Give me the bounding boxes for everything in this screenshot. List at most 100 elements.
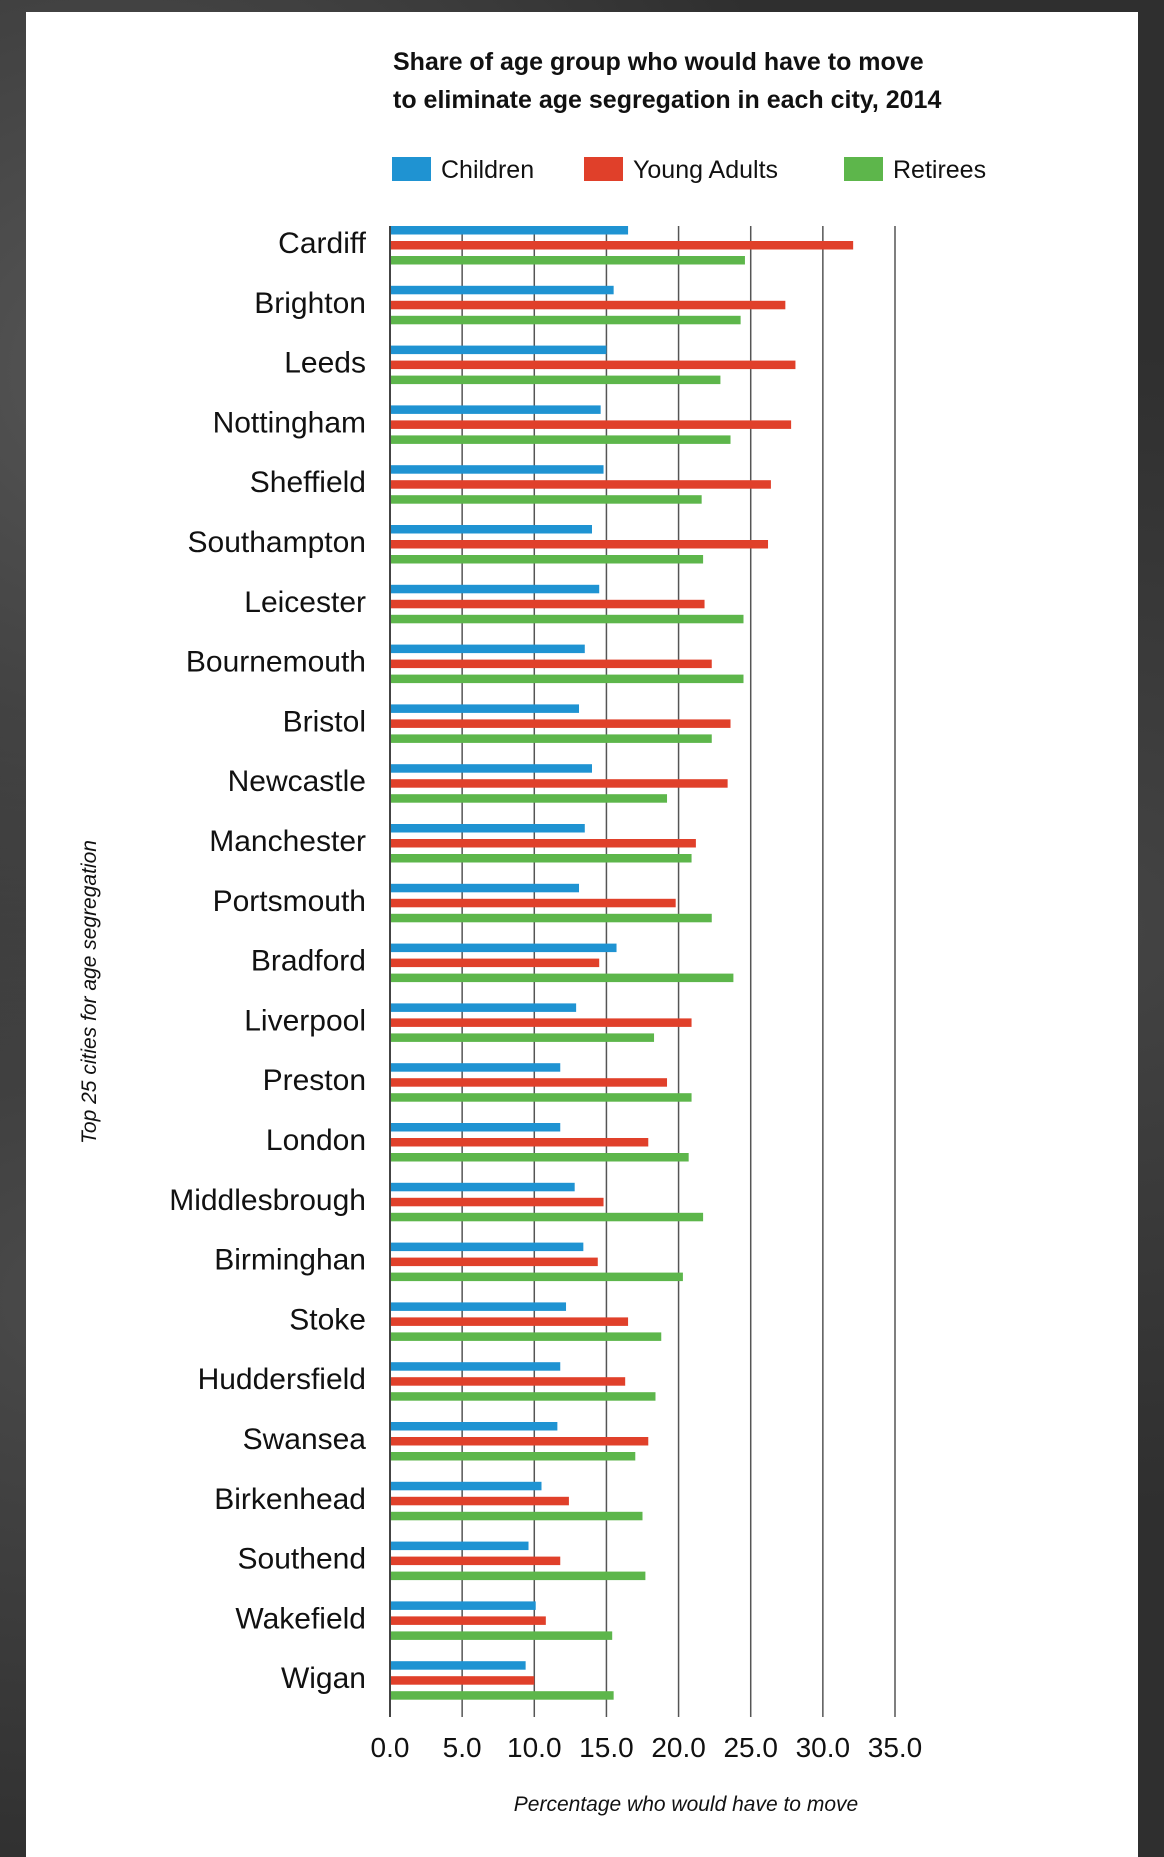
bar-brighton-young-adults	[391, 300, 786, 310]
category-label: Cardiff	[278, 227, 366, 260]
bar-swansea-retirees	[391, 1452, 636, 1461]
x-tick-label: 10.0	[507, 1732, 562, 1763]
category-label: Southend	[238, 1543, 366, 1576]
x-tick-label: 5.0	[443, 1732, 482, 1763]
bar-liverpool-children	[391, 1003, 577, 1012]
bar-bournemouth-children	[391, 644, 585, 654]
bar-southend-young-adults	[391, 1556, 561, 1566]
bar-southampton-retirees	[391, 555, 704, 564]
bar-bradford-retirees	[391, 973, 734, 983]
bar-bradford-young-adults	[391, 958, 600, 968]
bar-wigan-retirees	[391, 1691, 614, 1700]
bar-southampton-young-adults	[391, 540, 769, 549]
category-label: Wakefield	[235, 1602, 366, 1635]
category-label: Stoke	[289, 1303, 366, 1336]
category-label: Bristol	[283, 705, 366, 738]
bar-london-children	[391, 1123, 561, 1132]
bar-sheffield-retirees	[391, 495, 702, 504]
bar-birkenhead-children	[391, 1481, 542, 1491]
bars	[391, 226, 854, 1700]
bar-wakefield-retirees	[391, 1631, 613, 1640]
y-axis-title: Top 25 cities for age segregation	[78, 840, 101, 1144]
bar-preston-children	[391, 1063, 561, 1072]
bar-portsmouth-young-adults	[391, 898, 676, 908]
bar-newcastle-retirees	[391, 794, 668, 803]
bar-preston-retirees	[391, 1093, 692, 1102]
bar-birminghan-retirees	[391, 1272, 683, 1282]
bar-london-retirees	[391, 1153, 689, 1162]
category-label: Portsmouth	[213, 885, 366, 918]
category-label: Nottingham	[213, 406, 366, 439]
bar-bournemouth-retirees	[391, 674, 744, 684]
category-labels: Cardiff Brighton Leeds Nottingham Sheffield S…	[169, 227, 366, 1695]
legend-swatch-children	[392, 157, 431, 181]
bar-nottingham-retirees	[391, 435, 731, 444]
x-tick-label: 35.0	[868, 1732, 923, 1763]
legend-swatch-retirees	[844, 157, 883, 181]
category-label: Newcastle	[228, 765, 366, 798]
bar-swansea-young-adults	[391, 1437, 649, 1446]
category-label: Southampton	[188, 526, 366, 559]
bar-middlesbrough-children	[391, 1182, 575, 1192]
bar-birminghan-children	[391, 1242, 584, 1252]
bar-sheffield-young-adults	[391, 480, 771, 489]
bar-nottingham-children	[391, 405, 601, 414]
bar-cardiff-retirees	[391, 256, 745, 265]
bar-wakefield-young-adults	[391, 1616, 546, 1625]
bar-leeds-young-adults	[391, 360, 796, 370]
bar-middlesbrough-retirees	[391, 1212, 704, 1222]
bar-newcastle-children	[391, 764, 592, 773]
chart-card: Share of age group who would have to mov…	[26, 12, 1138, 1857]
bar-preston-young-adults	[391, 1078, 668, 1087]
x-tick-label: 30.0	[796, 1732, 851, 1763]
category-label: Liverpool	[244, 1004, 366, 1037]
category-label: Huddersfield	[198, 1363, 366, 1396]
category-label: Middlesbrough	[169, 1184, 366, 1217]
legend-label-young-adults: Young Adults	[633, 156, 778, 184]
bar-brighton-children	[391, 285, 614, 295]
category-label: Wigan	[281, 1662, 366, 1695]
category-label: Manchester	[209, 825, 366, 858]
bar-liverpool-young-adults	[391, 1018, 692, 1027]
chart-title-line-1: Share of age group who would have to mov…	[393, 48, 924, 76]
category-label: Leeds	[284, 347, 366, 380]
bar-bristol-children	[391, 704, 580, 713]
bar-london-young-adults	[391, 1138, 649, 1147]
bar-manchester-children	[391, 824, 585, 833]
bar-portsmouth-children	[391, 883, 580, 893]
x-axis-title: Percentage who would have to move	[514, 1793, 858, 1816]
bar-leicester-children	[391, 584, 600, 594]
bar-wigan-young-adults	[391, 1676, 535, 1685]
bar-wakefield-children	[391, 1601, 536, 1610]
bar-wigan-children	[391, 1661, 526, 1670]
x-tick-label: 15.0	[579, 1732, 634, 1763]
bar-leicester-young-adults	[391, 599, 705, 609]
bar-liverpool-retirees	[391, 1033, 655, 1042]
bar-birkenhead-young-adults	[391, 1496, 569, 1506]
category-label: Sheffield	[250, 466, 366, 499]
category-label: Birminghan	[214, 1244, 366, 1277]
bar-birkenhead-retirees	[391, 1511, 643, 1521]
bar-bristol-young-adults	[391, 719, 731, 728]
bar-bradford-children	[391, 943, 617, 953]
gridlines	[389, 226, 896, 1717]
bar-manchester-retirees	[391, 854, 692, 863]
bar-bristol-retirees	[391, 734, 712, 743]
legend-swatch-young-adults	[584, 157, 623, 181]
category-label: London	[266, 1124, 366, 1157]
chart-title-line-2: to eliminate age segregation in each cit…	[393, 86, 941, 114]
bar-brighton-retirees	[391, 315, 741, 325]
bar-stoke-retirees	[391, 1332, 662, 1341]
bar-southend-retirees	[391, 1571, 646, 1581]
bar-newcastle-young-adults	[391, 779, 728, 788]
bar-nottingham-young-adults	[391, 420, 792, 429]
legend-label-children: Children	[441, 156, 534, 184]
legend-label-retirees: Retirees	[893, 156, 986, 184]
legend: Children Young Adults Retirees	[392, 156, 986, 184]
bar-stoke-young-adults	[391, 1317, 629, 1326]
category-label: Bournemouth	[186, 646, 366, 679]
bar-cardiff-young-adults	[391, 241, 854, 250]
bar-southend-children	[391, 1541, 529, 1551]
bar-huddersfield-young-adults	[391, 1377, 626, 1386]
bar-manchester-young-adults	[391, 839, 696, 848]
